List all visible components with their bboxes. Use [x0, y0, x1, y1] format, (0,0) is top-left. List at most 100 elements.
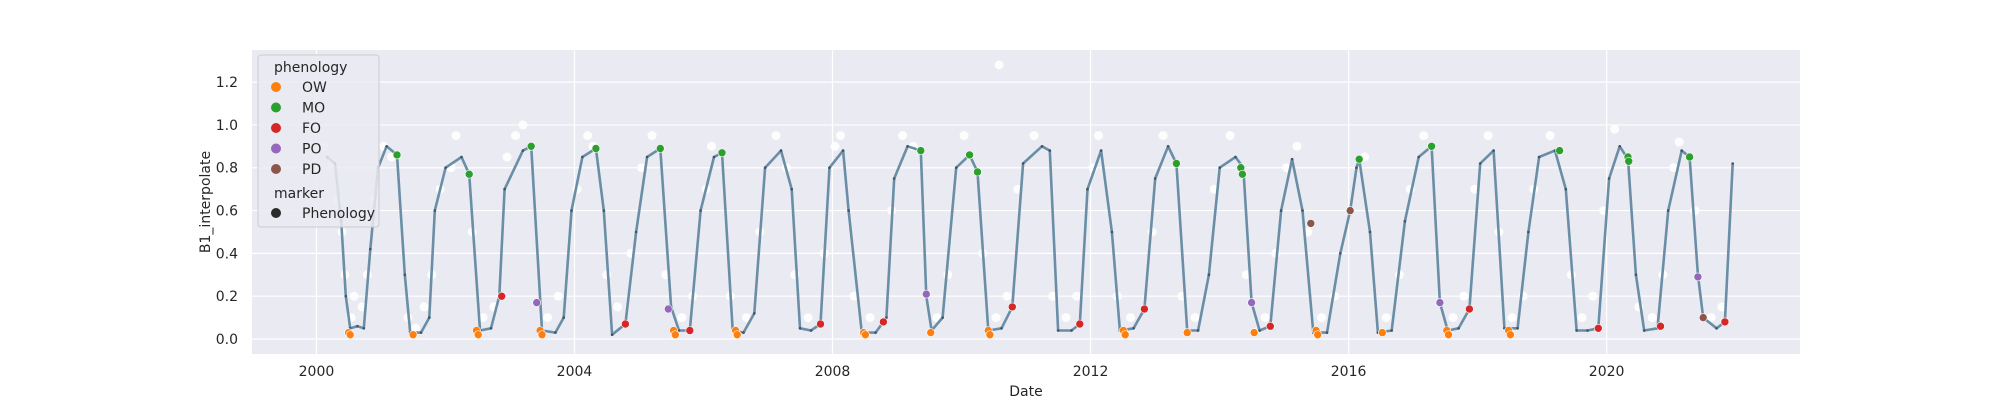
- x-axis-label: Date: [1009, 384, 1042, 400]
- interpolated-point: [521, 149, 525, 152]
- interpolated-point: [1368, 230, 1372, 234]
- raw-point: [803, 313, 813, 323]
- interpolated-point: [1618, 145, 1621, 148]
- interpolated-point: [1478, 162, 1482, 165]
- interpolated-point: [344, 294, 348, 298]
- interpolated-point: [1301, 209, 1304, 212]
- phenology-point-ow: [473, 330, 483, 340]
- raw-point: [865, 313, 875, 323]
- phenology-point-mo: [1238, 169, 1247, 179]
- interpolated-point: [634, 230, 638, 234]
- legend-label-fo: FO: [302, 121, 321, 137]
- phenology-point-fo: [1720, 317, 1730, 327]
- phenology-point-fo: [621, 319, 630, 329]
- interpolated-point: [554, 331, 557, 334]
- interpolated-point: [1390, 329, 1393, 332]
- raw-point: [1094, 131, 1103, 141]
- y-tick-label: 0.8: [216, 161, 238, 177]
- interpolated-point: [1166, 145, 1170, 148]
- phenology-point-fo: [685, 326, 695, 335]
- raw-point: [1029, 131, 1039, 141]
- interpolated-point: [1680, 149, 1683, 152]
- phenology-point-pd: [1345, 206, 1355, 215]
- grid: [252, 50, 1800, 354]
- interpolated-point: [1021, 162, 1025, 165]
- phenology-point-mo: [1555, 146, 1564, 155]
- interpolated-point: [885, 316, 888, 319]
- interpolated-point: [1290, 157, 1294, 161]
- interpolated-point: [428, 316, 431, 319]
- raw-point: [1610, 124, 1620, 134]
- y-tick-label: 0.4: [216, 246, 238, 262]
- y-axis-label: B1_interpolate: [198, 151, 214, 253]
- interpolated-point: [1279, 209, 1283, 212]
- raw-point: [849, 291, 859, 301]
- interpolated-point: [1355, 166, 1358, 169]
- interpolated-point: [362, 327, 366, 330]
- raw-point: [991, 313, 1001, 323]
- legend-label-po: PO: [302, 142, 321, 158]
- interpolated-point: [385, 145, 388, 148]
- interpolated-point: [1516, 327, 1519, 330]
- interpolated-point: [489, 327, 493, 330]
- raw-point: [637, 163, 647, 173]
- raw-point: [419, 302, 429, 312]
- interpolated-point: [460, 155, 463, 159]
- interpolated-point: [1634, 273, 1638, 277]
- phenology-point-mo: [973, 167, 982, 177]
- raw-point: [1072, 291, 1082, 301]
- interpolated-point: [1234, 155, 1237, 159]
- interpolated-point: [419, 331, 423, 334]
- interpolated-point: [779, 149, 783, 152]
- raw-point: [478, 313, 488, 323]
- phenology-point-ow: [1182, 328, 1192, 337]
- interpolated-point: [1153, 177, 1157, 180]
- interpolated-point: [562, 316, 565, 319]
- raw-point: [898, 131, 908, 141]
- interpolated-point: [1715, 327, 1718, 330]
- phenology-point-pd: [1306, 219, 1316, 228]
- legend-title: phenology: [274, 60, 347, 76]
- phenology-point-fo: [1594, 323, 1603, 333]
- interpolated-point: [1457, 327, 1460, 330]
- raw-point: [1260, 313, 1270, 323]
- raw-point: [1459, 291, 1469, 301]
- raw-point: [451, 131, 461, 141]
- interpolated-point: [356, 324, 359, 328]
- phenology-point-fo: [1140, 304, 1149, 314]
- interpolated-point: [798, 327, 802, 330]
- interpolated-point: [602, 209, 606, 212]
- interpolated-point: [1537, 155, 1541, 159]
- interpolated-point: [1607, 177, 1611, 180]
- phenology-point-po: [1693, 272, 1703, 282]
- raw-point: [830, 141, 840, 151]
- phenology-point-ow: [1506, 330, 1515, 340]
- legend-label-pd: PD: [302, 162, 321, 178]
- interpolated-point: [1258, 329, 1261, 332]
- interpolated-point: [1339, 252, 1342, 255]
- phenology-point-fo: [1007, 302, 1017, 312]
- legend-swatch-mo: [271, 102, 281, 113]
- interpolated-point: [1642, 329, 1646, 332]
- raw-point: [836, 131, 845, 141]
- interpolated-point: [1000, 327, 1003, 330]
- legend-swatch-ow: [271, 82, 281, 92]
- phenology-point-mo: [591, 144, 601, 153]
- legend-label-mo: MO: [302, 101, 325, 117]
- interpolated-point: [581, 155, 584, 159]
- interpolated-point: [610, 333, 614, 337]
- raw-point: [1577, 313, 1587, 323]
- phenology-point-ow: [670, 330, 680, 340]
- interpolated-point: [645, 155, 649, 159]
- y-tick-label: 1.2: [216, 75, 238, 91]
- raw-point: [1669, 163, 1679, 173]
- phenology-point-mo: [1624, 157, 1633, 166]
- x-tick-label: 2004: [557, 364, 593, 380]
- x-tick-label: 2012: [1073, 364, 1109, 380]
- phenology-point-ow: [408, 330, 418, 340]
- interpolated-point: [1056, 329, 1060, 332]
- raw-point: [771, 131, 781, 141]
- interpolated-point: [444, 166, 447, 169]
- raw-point: [1588, 291, 1598, 301]
